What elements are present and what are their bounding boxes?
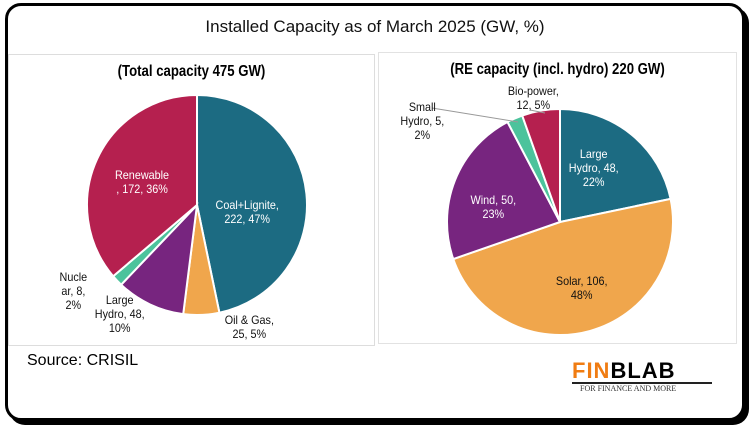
slice-label-line: Large [579,147,608,161]
slice-label-line: 12, 5% [516,98,551,112]
slice-label-line: 48% [570,288,593,302]
finblab-logo: FINBLAB FOR FINANCE AND MORE [572,360,712,393]
pie-slice-coal-lignite [196,93,308,314]
source-note: Source: CRISIL [27,352,139,369]
slice-label-wind: Wind, 50, 23% [471,193,517,221]
slice-label-line: Bio-power, [507,84,559,98]
pie-slice-wind [446,120,562,261]
slice-label-line: , 172, 36% [116,182,168,196]
pie-slice-renewable [86,93,198,278]
slice-label-oil-gas: Oil & Gas, 25, 5% [225,313,274,341]
logo-blab: BLAB [610,358,676,383]
pie-slice-solar [451,197,674,336]
pie-slice-bio-power [520,107,561,223]
slice-label-line: Nucle [59,270,88,284]
slice-label-line: Hydro, 48, [568,161,619,175]
slice-label-solar: Solar, 106, 48% [556,274,608,302]
leader-line [431,107,519,123]
slice-label-large-hydro: Large Hydro, 48, 22% [569,147,619,189]
slice-label-small-hydro: Small Hydro, 5, 2% [400,100,444,142]
slice-label-bio-power: Bio-power, 12, 5% [508,84,559,112]
slice-label-line: Hydro, 48, [94,307,145,321]
slice-label-line: 222, 47% [224,212,271,226]
slice-label-line: ar, 8, [61,284,86,298]
slice-label-line: Large [105,293,134,307]
pie-slice-large-hydro [559,107,672,224]
total-capacity-title: (Total capacity 475 GW) [117,63,266,80]
re-capacity-title: (RE capacity (incl. hydro) 220 GW) [450,61,665,78]
slice-label-line: Small [408,100,436,114]
leader-line [529,109,546,114]
figure-title: Installed Capacity as of March 2025 (GW,… [205,17,545,36]
slice-label-line: 2% [414,128,431,142]
slice-label-line: Coal+Lignite, [215,198,279,212]
slice-label-line: 10% [108,321,131,335]
slice-label-line: 2% [65,298,82,312]
logo-tagline: FOR FINANCE AND MORE [580,384,677,393]
slice-label-coal-lignite: Coal+Lignite, 222, 47% [216,198,279,226]
slice-label-large-hydro: Large Hydro, 48, 10% [95,293,145,335]
slice-label-renewable: Renewable, 172, 36% [115,168,169,196]
slice-label-line: Hydro, 5, [400,114,445,128]
slice-label-line: Solar, 106, [555,274,608,288]
slice-label-line: Wind, 50, [470,193,517,207]
slice-label-line: Renewable [115,168,170,182]
slice-label-line: Oil & Gas, [224,313,274,327]
slice-label-line: 22% [582,175,605,189]
slice-label-nuclear: Nucle ar, 8, 2% [60,270,88,312]
slice-label-line: 23% [482,207,505,221]
logo-fin: FIN [572,358,611,383]
slice-label-line: 25, 5% [232,327,267,341]
